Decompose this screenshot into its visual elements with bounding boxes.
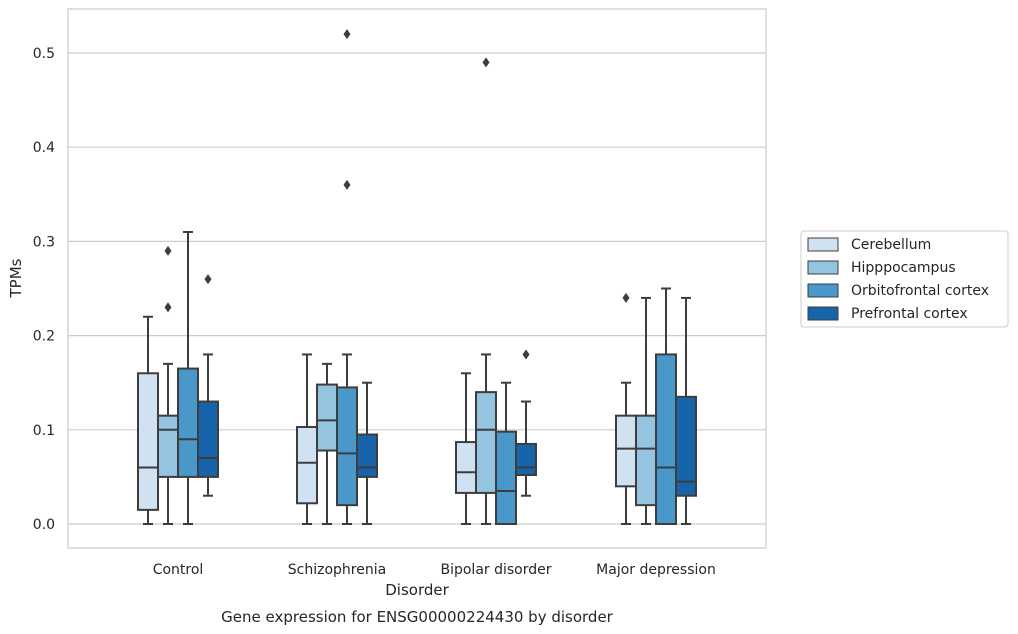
legend-swatch: [807, 306, 839, 321]
legend-label: Prefrontal cortex: [851, 306, 968, 322]
iqr-box: [296, 425, 318, 505]
series-hipppocampus: [157, 57, 657, 525]
box: [495, 381, 517, 525]
y-tick-label: 0.0: [33, 517, 55, 533]
chart-caption: Gene expression for ENSG00000224430 by d…: [221, 608, 614, 626]
box: [475, 57, 497, 525]
box: [675, 296, 697, 525]
legend-frame: [800, 230, 1009, 328]
outlier-point: [482, 57, 490, 68]
outlier-point: [164, 245, 172, 256]
x-tick-labels: Control Schizophrenia Bipolar disorder Majo…: [153, 562, 716, 578]
series-orbitofrontal-cortex: [177, 29, 677, 525]
y-tick-label: 0.2: [33, 329, 55, 345]
iqr-box: [655, 353, 677, 525]
iqr-box: [157, 414, 179, 478]
legend-swatch: [807, 260, 839, 275]
legend-label: Hipppocampus: [851, 260, 956, 276]
box: [137, 315, 159, 525]
iqr-box: [197, 400, 219, 478]
box: [197, 274, 219, 497]
box: [336, 29, 358, 525]
outlier-point: [622, 292, 630, 303]
y-axis-label: TPMs: [7, 258, 25, 298]
box: [316, 362, 338, 525]
outlier-point: [522, 349, 530, 360]
x-axis-label: Disorder: [385, 581, 449, 599]
x-tick-label: Control: [153, 562, 204, 578]
iqr-box: [495, 430, 517, 525]
iqr-box: [455, 441, 477, 494]
y-tick-label: 0.3: [33, 234, 55, 250]
box: [515, 349, 537, 497]
iqr-box: [515, 442, 537, 477]
outlier-point: [164, 302, 172, 313]
box: [655, 287, 677, 525]
iqr-box: [615, 414, 637, 488]
outlier-point: [204, 274, 212, 285]
iqr-box: [475, 391, 497, 494]
iqr-box: [356, 433, 378, 478]
y-tick-label: 0.4: [33, 140, 55, 156]
outlier-point: [343, 29, 351, 40]
x-tick-label: Schizophrenia: [288, 562, 386, 578]
box: [157, 245, 179, 525]
plot-frame: [67, 8, 767, 549]
x-tick-label: Bipolar disorder: [440, 562, 551, 578]
legend-swatch: [807, 237, 839, 252]
series-prefrontal-cortex: [197, 274, 697, 525]
iqr-box: [336, 386, 358, 507]
box: [615, 292, 637, 525]
box: [296, 353, 318, 525]
y-tick-label: 0.1: [33, 423, 55, 439]
legend-swatch: [807, 283, 839, 298]
box: [177, 230, 199, 525]
iqr-box: [635, 414, 657, 507]
iqr-box: [316, 383, 338, 452]
box: [356, 381, 378, 525]
box: [635, 296, 657, 525]
box-series: [137, 29, 697, 525]
y-tick-label: 0.5: [33, 46, 55, 62]
legend: Cerebellum Hipppocampus Orbitofrontal cort…: [800, 230, 1009, 328]
y-tick-labels: 0.0 0.1 0.2 0.3 0.4 0.5: [33, 46, 55, 533]
x-tick-label: Major depression: [596, 562, 716, 578]
iqr-box: [177, 367, 199, 478]
legend-label: Orbitofrontal cortex: [851, 283, 989, 299]
iqr-box: [137, 372, 159, 511]
box: [455, 372, 477, 525]
iqr-box: [675, 395, 697, 497]
outlier-point: [343, 179, 351, 190]
legend-label: Cerebellum: [851, 237, 931, 253]
